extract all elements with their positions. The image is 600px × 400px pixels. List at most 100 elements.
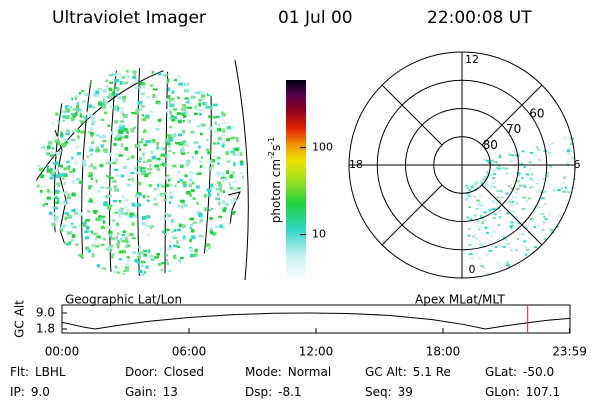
y-tick-label: 1.8 <box>36 322 55 336</box>
speckle <box>478 240 482 243</box>
speckle <box>545 234 548 237</box>
speckle <box>470 186 474 189</box>
speckle <box>71 208 76 213</box>
speckle <box>482 178 486 181</box>
speckle <box>121 117 125 121</box>
speckle <box>485 181 489 184</box>
speckle <box>64 211 69 215</box>
speckle <box>502 245 507 248</box>
speckle <box>524 226 528 229</box>
speckle <box>487 226 490 229</box>
speckle <box>142 194 146 199</box>
speckle <box>239 172 243 175</box>
speckle <box>225 177 228 181</box>
speckle <box>467 194 472 197</box>
speckle <box>221 121 227 125</box>
speckle <box>497 167 501 170</box>
speckle <box>189 253 194 258</box>
speckle <box>511 203 515 206</box>
speckle <box>115 158 119 162</box>
speckle <box>168 136 173 140</box>
speckle <box>485 184 490 187</box>
footer-field: GLat: -50.0 <box>485 365 554 379</box>
speckle <box>155 127 160 131</box>
speckle <box>156 168 161 171</box>
speckle <box>84 230 89 234</box>
speckle <box>160 162 165 166</box>
speckle <box>195 258 200 261</box>
speckle <box>75 145 80 149</box>
speckle <box>181 149 185 153</box>
speckle <box>131 201 134 205</box>
speckle <box>179 199 185 203</box>
speckle <box>568 149 572 152</box>
speckle <box>228 128 234 131</box>
speckle <box>485 160 490 163</box>
speckle <box>221 144 225 148</box>
speckle <box>110 131 114 136</box>
polar-ring <box>376 79 548 251</box>
speckle <box>522 196 527 199</box>
speckle <box>168 149 172 152</box>
speckle <box>99 185 104 189</box>
speckle <box>514 196 517 199</box>
speckle <box>555 225 559 228</box>
speckle <box>87 104 92 108</box>
speckle <box>231 171 236 175</box>
speckle <box>121 249 127 254</box>
speckle <box>225 151 230 155</box>
speckle <box>100 243 105 246</box>
speckle <box>197 145 201 149</box>
speckle <box>221 225 225 230</box>
speckle <box>468 193 471 196</box>
speckle <box>504 172 509 175</box>
speckle <box>201 123 206 127</box>
speckle <box>230 150 235 154</box>
speckle <box>40 145 46 149</box>
speckle <box>146 159 152 163</box>
speckle <box>105 186 111 189</box>
speckle <box>209 183 214 187</box>
speckle <box>491 185 494 188</box>
speckle <box>152 94 156 98</box>
speckle <box>486 170 489 173</box>
speckle <box>145 140 151 144</box>
speckle <box>168 109 172 112</box>
speckle <box>102 139 107 143</box>
speckle <box>121 194 125 199</box>
speckle <box>127 178 131 181</box>
speckle <box>157 72 162 76</box>
speckle <box>147 225 153 228</box>
speckle <box>475 179 478 182</box>
speckle <box>170 100 175 104</box>
speckle <box>181 129 186 134</box>
speckle <box>156 252 161 256</box>
speckle <box>209 126 214 131</box>
speckle <box>492 186 497 189</box>
speckle <box>490 235 494 238</box>
speckle <box>186 190 191 195</box>
colorbar-label-part: s <box>269 145 283 151</box>
speckle <box>226 170 229 175</box>
speckle <box>49 176 54 180</box>
speckle <box>114 265 118 269</box>
speckle <box>74 128 79 133</box>
speckle <box>72 168 76 173</box>
speckle <box>164 192 167 195</box>
speckle <box>209 230 214 235</box>
speckle <box>156 141 160 146</box>
speckle <box>152 88 158 91</box>
speckle <box>64 216 67 221</box>
speckle <box>91 123 95 126</box>
speckle <box>39 189 43 193</box>
speckle <box>192 253 197 257</box>
speckle <box>59 227 63 230</box>
speckle <box>191 181 195 185</box>
speckle <box>162 165 167 168</box>
speckle <box>470 256 474 259</box>
speckle <box>64 105 70 110</box>
speckle <box>112 199 118 203</box>
speckle <box>116 271 120 276</box>
speckle <box>118 124 124 128</box>
speckle <box>130 155 135 159</box>
